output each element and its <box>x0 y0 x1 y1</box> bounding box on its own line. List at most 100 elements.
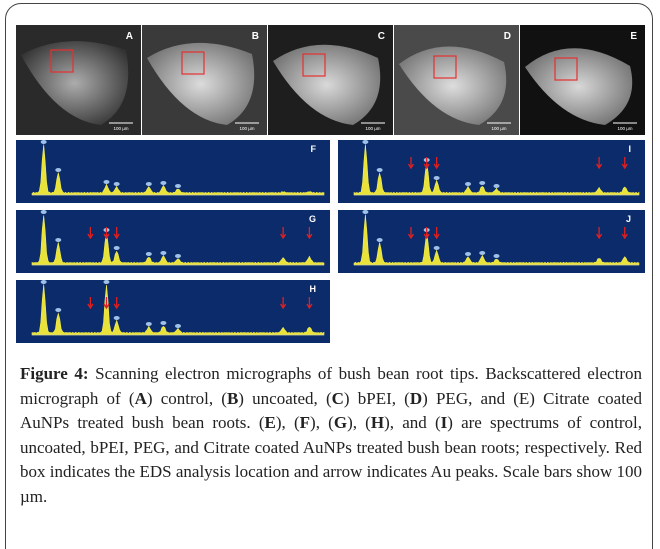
caption-text: ), ( <box>275 413 300 432</box>
spectrum-fill <box>31 144 325 196</box>
caption-text: ) PEG, and (E) Citrate coated AuNPs trea… <box>20 388 642 433</box>
au-arrow <box>103 227 110 240</box>
eds-location-box <box>50 49 74 73</box>
root-shape <box>147 42 255 125</box>
au-arrow <box>433 157 440 170</box>
scale-bar-label: 100 µm <box>113 126 128 131</box>
peak-marker <box>160 321 167 325</box>
caption-text: ) are spectrums of control, uncoated, bP… <box>20 413 642 506</box>
peak-marker <box>175 324 181 328</box>
au-arrow <box>113 227 120 240</box>
root-shape <box>399 46 507 125</box>
root-shape <box>273 44 381 125</box>
peak-marker <box>465 182 471 186</box>
caption-bold-text: Figure 4: <box>20 364 89 383</box>
peak-marker <box>362 140 369 144</box>
root-shape <box>525 48 633 125</box>
au-arrow <box>621 157 628 170</box>
peak-marker <box>40 210 47 214</box>
peak-marker <box>433 176 440 180</box>
eds-location-box <box>181 51 205 75</box>
scale-bar-label: 100 µm <box>617 126 632 131</box>
caption-text: ), and ( <box>384 413 441 432</box>
eds-location-box <box>554 57 578 81</box>
au-arrow <box>87 227 94 240</box>
peak-marker <box>376 238 383 242</box>
peak-marker <box>113 182 120 186</box>
figure-caption: Figure 4: Scanning electron micrographs … <box>20 362 642 509</box>
root-shape <box>21 41 129 125</box>
figure-frame <box>5 3 653 549</box>
caption-text: ) bPEI, ( <box>343 388 410 408</box>
au-arrow <box>103 297 110 310</box>
au-arrow <box>87 297 94 310</box>
panel-label: G <box>309 214 316 224</box>
peak-marker <box>160 181 167 185</box>
caption-text: ) control, ( <box>146 388 227 408</box>
panel-label: H <box>310 284 317 294</box>
peak-marker <box>55 168 62 172</box>
au-arrow <box>407 157 415 170</box>
panel-label: E <box>630 31 637 42</box>
panel-label: C <box>378 31 385 42</box>
caption-bold-text: B <box>226 388 239 408</box>
peak-marker <box>175 184 181 188</box>
scale-bar-label: 100 µm <box>491 126 506 131</box>
peak-marker <box>103 180 110 184</box>
caption-bold-text: A <box>134 388 147 408</box>
peak-marker <box>362 210 369 214</box>
caption-bold-text: F <box>299 413 311 432</box>
panel-label: B <box>252 31 259 42</box>
au-arrow <box>621 227 628 240</box>
caption-text: ) uncoated, ( <box>238 388 332 408</box>
peak-marker <box>55 238 62 242</box>
au-arrow <box>280 297 287 310</box>
scale-bar-label: 100 µm <box>239 126 254 131</box>
caption-bold-text: I <box>440 413 448 432</box>
peak-marker <box>40 280 47 284</box>
peak-marker <box>479 251 486 255</box>
figure: A 100 µm B 100 µm C 100 µm D 100 µm E 100 µm F I G J H <box>16 25 645 343</box>
eds-location-box <box>302 53 326 77</box>
panel-label: F <box>311 144 317 154</box>
caption-text: ), ( <box>347 413 371 432</box>
caption-bold-text: C <box>331 388 344 408</box>
panel-label: I <box>628 144 631 154</box>
panel-label: J <box>626 214 631 224</box>
au-arrow <box>423 157 430 170</box>
caption-bold-text: H <box>370 413 385 432</box>
peak-marker <box>145 252 152 256</box>
spectrum-fill <box>353 144 640 196</box>
panel-label: A <box>126 31 133 42</box>
au-arrow <box>596 157 603 170</box>
eds-location-box <box>433 55 457 79</box>
spectrum-fill <box>353 214 640 266</box>
au-arrow <box>113 297 120 310</box>
peak-marker <box>465 252 471 256</box>
peak-marker <box>493 254 500 258</box>
spectrum-fill <box>31 215 325 266</box>
spectrum-fill <box>31 284 325 336</box>
peak-marker <box>145 182 152 186</box>
au-arrow <box>306 227 313 240</box>
scale-bar-label: 100 µm <box>365 126 380 131</box>
peak-marker <box>145 322 152 326</box>
peak-marker <box>103 280 110 284</box>
caption-bold-text: G <box>333 413 348 432</box>
peak-marker <box>160 251 167 255</box>
au-arrow <box>306 297 313 310</box>
peak-marker <box>113 246 120 250</box>
caption-text: Scanning electron micrographs of bush be… <box>20 364 642 408</box>
peak-marker <box>55 308 62 312</box>
caption-text: ), ( <box>310 413 334 432</box>
au-arrow <box>423 227 430 240</box>
peak-marker <box>113 316 120 320</box>
peak-marker <box>433 246 440 250</box>
au-arrow <box>433 227 440 240</box>
peak-marker <box>175 254 181 258</box>
peak-marker <box>40 140 47 144</box>
peak-marker <box>376 168 383 172</box>
au-arrow <box>596 227 603 240</box>
caption-bold-text: D <box>409 388 423 408</box>
